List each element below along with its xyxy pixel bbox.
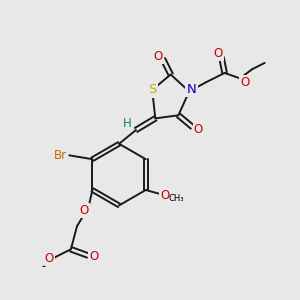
Text: S: S	[148, 83, 156, 96]
Text: Br: Br	[53, 149, 67, 162]
Text: O: O	[89, 250, 99, 263]
Text: O: O	[79, 204, 88, 217]
Text: O: O	[240, 76, 249, 89]
Text: O: O	[154, 50, 163, 62]
Text: CH₃: CH₃	[169, 194, 184, 203]
Text: O: O	[194, 123, 203, 136]
Text: O: O	[160, 189, 169, 202]
Text: O: O	[214, 47, 223, 60]
Text: H: H	[122, 117, 131, 130]
Text: N: N	[187, 82, 196, 96]
Text: O: O	[45, 252, 54, 265]
